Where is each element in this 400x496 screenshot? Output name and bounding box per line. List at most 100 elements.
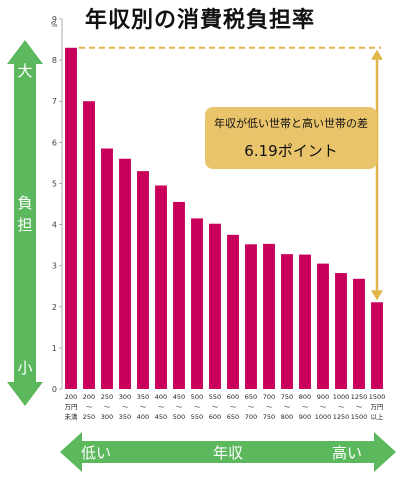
difference-annotation-box [205, 107, 377, 169]
x-tick-label: 1250 [333, 413, 350, 421]
x-tick-label: 750 [281, 393, 293, 401]
x-tick-label: 650 [245, 393, 257, 401]
y-unit-label: % [51, 21, 58, 29]
bar [119, 158, 131, 389]
bar [299, 254, 311, 389]
y-tick-label: 7 [52, 97, 57, 106]
x-tick-label: 500 [191, 393, 203, 401]
burden-label-char: 負 [17, 194, 32, 212]
x-tick-label: 〜 [104, 403, 111, 411]
income-arrow-head-left [60, 432, 82, 472]
x-tick-label: 1250 [351, 393, 368, 401]
bar [83, 101, 95, 389]
bar [191, 218, 203, 389]
bar [155, 185, 167, 389]
bar [101, 148, 113, 389]
y-tick-label: 1 [52, 344, 57, 353]
x-tick-label: 〜 [320, 403, 327, 411]
income-arrow-head-right [374, 432, 396, 472]
chart-title: 年収別の消費税負担率 [84, 8, 315, 33]
x-tick-label: 〜 [140, 403, 147, 411]
y-tick-label: 2 [52, 303, 57, 312]
x-tick-label: 1500 [351, 413, 368, 421]
y-tick-label: 0 [52, 385, 57, 394]
x-tick-label: 650 [227, 413, 239, 421]
x-tick-label: 450 [173, 393, 185, 401]
x-tick-label: 300 [101, 413, 113, 421]
bar [281, 254, 293, 389]
x-tick-label: 1000 [333, 393, 350, 401]
bar [335, 273, 347, 389]
x-tick-label: 900 [317, 393, 329, 401]
bar [227, 234, 239, 389]
x-tick-label: 万円 [65, 403, 78, 411]
x-tick-label: 〜 [302, 403, 309, 411]
x-tick-label: 550 [191, 413, 203, 421]
y-tick-label: 8 [52, 56, 57, 65]
bar [371, 302, 383, 389]
x-tick-label: 400 [155, 393, 167, 401]
x-tick-label: 〜 [356, 403, 363, 411]
x-tick-label: 300 [119, 393, 131, 401]
x-tick-label: 〜 [194, 403, 201, 411]
x-tick-label: 〜 [212, 403, 219, 411]
x-tick-label: 万円 [371, 403, 384, 411]
income-high-label: 高い [332, 444, 362, 462]
bar [137, 171, 149, 389]
x-tick-label: 〜 [122, 403, 129, 411]
x-tick-label: 〜 [158, 403, 165, 411]
x-tick-label: 900 [299, 413, 311, 421]
x-tick-label: 700 [263, 393, 275, 401]
x-tick-label: 1000 [315, 413, 332, 421]
burden-high-label: 大 [17, 62, 32, 80]
x-tick-label: 450 [155, 413, 167, 421]
x-tick-label: 750 [263, 413, 275, 421]
x-tick-label: 〜 [266, 403, 273, 411]
income-low-label: 低い [81, 444, 111, 462]
difference-annotation-value: 6.19ポイント [244, 142, 337, 160]
burden-arrow-head-down [7, 382, 43, 406]
bar [209, 223, 221, 389]
x-tick-label: 〜 [284, 403, 291, 411]
difference-arrow-head-up [371, 49, 383, 60]
x-tick-label: 400 [137, 413, 149, 421]
x-tick-label: 500 [173, 413, 185, 421]
x-tick-label: 350 [137, 393, 149, 401]
x-tick-label: 200 [65, 393, 77, 401]
burden-arrow-head-up [7, 40, 43, 64]
x-tick-label: 〜 [230, 403, 237, 411]
y-tick-label: 5 [52, 179, 57, 188]
x-tick-label: 200 [83, 393, 95, 401]
x-tick-label: 600 [209, 413, 221, 421]
x-tick-label: 〜 [86, 403, 93, 411]
x-tick-label: 350 [119, 413, 131, 421]
difference-arrow-head-down [371, 290, 383, 301]
y-tick-label: 4 [52, 221, 57, 230]
burden-arrow-shaft [14, 62, 36, 384]
x-tick-label: 以上 [371, 412, 385, 421]
x-tick-label: 〜 [248, 403, 255, 411]
burden-low-label: 小 [17, 359, 32, 377]
bar [245, 244, 257, 389]
x-tick-label: 800 [299, 393, 311, 401]
burden-label-char: 担 [17, 216, 32, 234]
bar [65, 47, 77, 390]
x-tick-label: 〜 [338, 403, 345, 411]
bar [353, 278, 365, 389]
x-tick-label: 1500 [369, 393, 386, 401]
x-tick-label: 700 [245, 413, 257, 421]
y-tick-label: 9 [52, 15, 57, 24]
x-tick-label: 800 [281, 413, 293, 421]
bar [263, 243, 275, 389]
x-tick-label: 〜 [176, 403, 183, 411]
y-tick-label: 6 [52, 138, 57, 147]
x-tick-label: 250 [101, 393, 113, 401]
y-tick-label: 3 [52, 262, 57, 271]
x-tick-label: 250 [83, 413, 95, 421]
x-tick-label: 550 [209, 393, 221, 401]
x-tick-label: 未満 [65, 412, 79, 421]
difference-annotation-line1: 年収が低い世帯と高い世帯の差 [214, 116, 368, 130]
bar [317, 263, 329, 389]
